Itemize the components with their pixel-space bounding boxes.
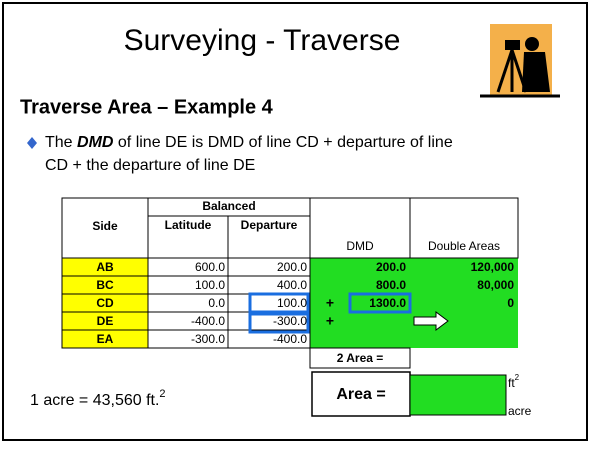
double-area-value: 120,000 bbox=[471, 260, 515, 274]
slide-border bbox=[2, 2, 588, 441]
side-label: EA bbox=[97, 332, 114, 346]
two-area-cell bbox=[309, 347, 411, 369]
header-text: Balanced bbox=[202, 199, 255, 213]
bullet-text: CD + the departure of line DE bbox=[45, 157, 255, 174]
side-label: CD bbox=[96, 296, 114, 310]
surveyor-icon bbox=[480, 24, 560, 98]
header-text: Double Areas bbox=[428, 239, 500, 253]
conversion-text: 1 acre = 43,560 ft. bbox=[30, 392, 159, 409]
unit-ft-exponent: 2 bbox=[515, 373, 520, 382]
area-label: Area = bbox=[336, 386, 385, 403]
dmd-value: 1300.0 bbox=[369, 296, 406, 310]
header-cell bbox=[409, 197, 519, 259]
double-area-value: 0 bbox=[507, 296, 514, 310]
plus-sign: + bbox=[326, 313, 334, 329]
header-text: Departure bbox=[241, 218, 298, 232]
dmd-value: 800.0 bbox=[376, 278, 406, 292]
double-area-value: 80,000 bbox=[477, 278, 514, 292]
unit-ft: ft2 bbox=[508, 373, 520, 390]
subtitle: Traverse Area – Example 4 bbox=[20, 96, 274, 118]
latitude-value: -400.0 bbox=[191, 314, 225, 328]
conversion: 1 acre = 43,560 ft.2 bbox=[30, 388, 166, 409]
latitude-value: -300.0 bbox=[191, 332, 225, 346]
title: Surveying - Traverse bbox=[124, 24, 401, 57]
departure-value: 200.0 bbox=[277, 260, 307, 274]
latitude-value: 600.0 bbox=[195, 260, 225, 274]
table: Side Balanced Latitude Departure DMD Double A… bbox=[61, 197, 519, 369]
bullet-part: The bbox=[45, 134, 77, 151]
side-label: AB bbox=[96, 260, 114, 274]
plus-sign: + bbox=[326, 295, 334, 311]
highlight-box bbox=[248, 292, 310, 314]
bullet-text: The DMD of line DE is DMD of line CD + d… bbox=[45, 134, 453, 151]
header-text: Side bbox=[92, 219, 118, 233]
bullet-marker bbox=[27, 137, 37, 149]
unit-acre: acre bbox=[508, 404, 532, 418]
side-label: BC bbox=[96, 278, 114, 292]
bullet-emphasis: DMD bbox=[77, 134, 114, 151]
highlight-box bbox=[248, 312, 310, 334]
departure-value: 100.0 bbox=[277, 296, 307, 310]
header-text: Latitude bbox=[165, 218, 212, 232]
unit-ft-text: ft bbox=[508, 376, 515, 390]
departure-value: 400.0 bbox=[277, 278, 307, 292]
departure-value: -300.0 bbox=[273, 314, 307, 328]
dmd-value: 200.0 bbox=[376, 260, 406, 274]
header-text: DMD bbox=[346, 239, 374, 253]
arrow bbox=[413, 311, 449, 331]
departure-value: -400.0 bbox=[273, 332, 307, 346]
dmd-fill bbox=[310, 258, 518, 348]
conversion-exponent: 2 bbox=[159, 388, 165, 400]
latitude-value: 100.0 bbox=[195, 278, 225, 292]
two-area-label: 2 Area = bbox=[337, 351, 384, 365]
latitude-value: 0.0 bbox=[208, 296, 225, 310]
area-label-box bbox=[311, 371, 411, 417]
bullet-part: of line DE is DMD of line CD + departure… bbox=[113, 134, 452, 151]
table-cell bbox=[227, 329, 311, 349]
side-label: DE bbox=[97, 314, 114, 328]
highlight-box bbox=[348, 292, 412, 314]
area-result-box bbox=[409, 374, 507, 416]
